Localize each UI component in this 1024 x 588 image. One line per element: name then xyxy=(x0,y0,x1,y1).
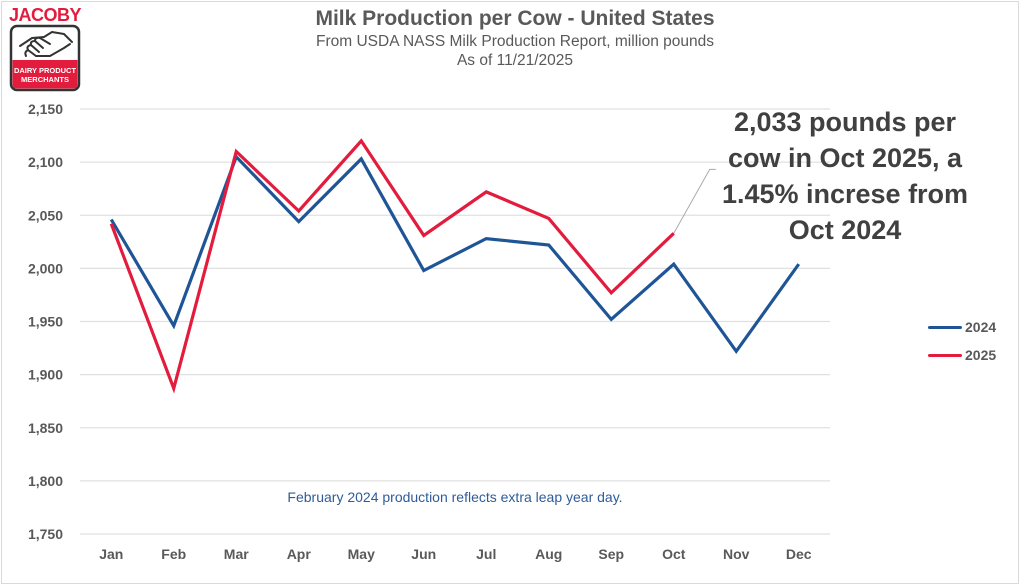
legend-item-2025: 2025 xyxy=(928,341,996,369)
y-tick-label: 2,150 xyxy=(28,101,63,117)
chart-subtitle: From USDA NASS Milk Production Report, m… xyxy=(316,33,714,50)
jacoby-logo: JACOBY DAIRY PRODUCT MERCHANTS xyxy=(9,5,82,92)
x-tick-label: Jun xyxy=(411,546,436,562)
y-tick-label: 2,100 xyxy=(28,154,63,170)
logo-tagline-line1: DAIRY PRODUCT xyxy=(14,66,77,75)
legend-swatch-2025 xyxy=(928,353,962,357)
y-axis-ticks: 1,750 1,800 1,850 1,900 1,950 2,000 2,050 2,100… xyxy=(28,101,63,542)
legend-label-2024: 2024 xyxy=(965,319,997,335)
callout-line-3: 1.45% increse from xyxy=(721,179,969,209)
legend: 2024 2025 xyxy=(928,313,996,369)
x-axis-ticks: Jan Feb Mar Apr May Jun Jul Aug Sep Oct Nov Dec xyxy=(99,546,812,562)
callout-line-1: 2,033 pounds per xyxy=(733,107,957,137)
annotation-leader-line xyxy=(673,168,716,234)
leap-year-note: February 2024 production reflects extra … xyxy=(287,489,623,505)
leader-line xyxy=(673,168,716,234)
series-lines xyxy=(109,138,801,394)
legend-swatch-2024 xyxy=(928,325,962,329)
y-tick-label: 1,800 xyxy=(28,473,63,489)
x-tick-label: Feb xyxy=(161,546,186,562)
oct-2025-callout: 2,033 pounds per cow in Oct 2025, a 1.45… xyxy=(700,104,990,248)
logo-brand: JACOBY xyxy=(9,5,82,25)
x-tick-label: Mar xyxy=(224,546,249,562)
y-tick-label: 1,750 xyxy=(28,526,63,542)
chart-header: Milk Production per Cow - United States … xyxy=(200,6,830,70)
x-tick-label: Dec xyxy=(786,546,812,562)
chart-title: Milk Production per Cow - United States xyxy=(315,7,715,30)
legend-item-2024: 2024 xyxy=(928,313,996,341)
x-tick-label: Jan xyxy=(99,546,123,562)
x-tick-label: Nov xyxy=(723,546,750,562)
y-tick-label: 1,950 xyxy=(28,314,63,330)
chart-date: As of 11/21/2025 xyxy=(456,52,574,69)
x-tick-label: May xyxy=(348,546,375,562)
y-tick-label: 2,050 xyxy=(28,207,63,223)
x-tick-label: Oct xyxy=(662,546,686,562)
callout-line-2: cow in Oct 2025, a xyxy=(727,143,963,173)
x-tick-label: Aug xyxy=(535,546,562,562)
x-tick-label: Jul xyxy=(476,546,496,562)
x-tick-label: Sep xyxy=(598,546,624,562)
y-tick-label: 1,900 xyxy=(28,367,63,383)
y-tick-label: 1,850 xyxy=(28,420,63,436)
series-line-2025 xyxy=(109,138,675,394)
y-tick-label: 2,000 xyxy=(28,260,63,276)
logo-tagline-line2: MERCHANTS xyxy=(21,75,69,84)
legend-label-2025: 2025 xyxy=(965,347,997,363)
x-tick-label: Apr xyxy=(287,546,312,562)
callout-line-4: Oct 2024 xyxy=(788,215,902,245)
handshake-icon xyxy=(19,31,73,57)
